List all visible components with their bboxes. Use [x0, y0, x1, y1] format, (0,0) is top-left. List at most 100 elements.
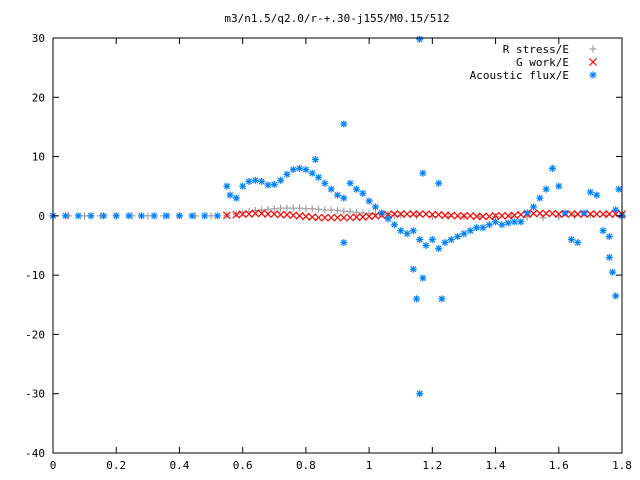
data-point — [612, 206, 620, 214]
data-point — [409, 265, 417, 273]
data-point — [574, 239, 582, 247]
data-point — [479, 224, 487, 232]
data-point — [365, 212, 374, 221]
data-point — [416, 236, 424, 244]
data-point — [308, 205, 316, 213]
data-point — [283, 170, 291, 178]
data-point — [542, 185, 550, 193]
data-point — [390, 221, 398, 229]
data-point — [314, 213, 323, 222]
x-tick-label: 1 — [366, 459, 373, 472]
data-point — [282, 210, 291, 219]
data-point — [438, 295, 446, 303]
data-point — [289, 204, 297, 212]
data-point — [315, 205, 323, 213]
data-point — [453, 211, 462, 220]
data-point — [201, 212, 209, 220]
data-point — [258, 177, 266, 185]
data-point — [434, 210, 443, 219]
data-point — [289, 166, 297, 174]
data-point — [605, 210, 614, 219]
data-point — [222, 211, 231, 220]
data-point — [352, 213, 361, 221]
data-point — [516, 210, 525, 219]
data-point — [517, 218, 525, 226]
data-point — [150, 212, 158, 220]
data-point — [466, 227, 474, 235]
data-point — [327, 206, 335, 214]
data-point — [422, 242, 430, 249]
data-point — [460, 230, 468, 238]
legend-marker — [589, 45, 597, 53]
data-point — [264, 205, 272, 213]
data-point — [435, 244, 443, 252]
y-tick-label: -40 — [25, 447, 45, 460]
data-point — [510, 211, 519, 220]
data-point — [447, 236, 455, 244]
data-point — [498, 221, 506, 229]
legend-label: R stress/E — [503, 43, 569, 56]
chart-title: m3/n1.5/q2.0/r-+.30-j155/M0.15/512 — [224, 12, 449, 25]
data-point — [296, 204, 304, 212]
data-point — [251, 176, 259, 184]
data-point — [264, 181, 272, 189]
data-point — [561, 209, 569, 217]
data-point — [609, 268, 617, 276]
data-point — [419, 274, 427, 282]
data-point — [340, 120, 348, 128]
data-point — [397, 227, 405, 235]
data-point — [473, 224, 481, 232]
data-point — [567, 210, 576, 219]
data-point — [226, 191, 234, 199]
data-point — [378, 209, 386, 217]
data-point — [188, 212, 196, 220]
data-point — [340, 207, 348, 215]
data-point — [504, 211, 513, 220]
x-tick-label: 1.6 — [549, 459, 569, 472]
data-point — [536, 194, 544, 202]
data-point — [478, 212, 487, 221]
data-point — [403, 210, 411, 219]
data-point — [441, 211, 449, 220]
data-point — [321, 179, 329, 187]
data-point — [213, 212, 221, 220]
data-point — [555, 182, 563, 190]
y-tick-label: 10 — [32, 151, 45, 164]
data-point — [74, 212, 82, 220]
data-point — [245, 210, 253, 219]
data-point — [295, 211, 304, 220]
data-point — [416, 390, 424, 398]
data-point — [270, 205, 278, 213]
data-point — [593, 191, 601, 199]
data-point — [573, 210, 582, 219]
data-point — [409, 210, 418, 219]
data-point — [497, 211, 506, 220]
data-point — [315, 173, 323, 181]
data-point — [340, 239, 348, 247]
data-point — [413, 295, 421, 303]
data-point — [554, 210, 563, 219]
data-point — [535, 209, 544, 218]
data-point — [302, 166, 310, 174]
y-tick-label: 0 — [38, 210, 45, 223]
data-point — [346, 179, 354, 187]
data-point — [390, 211, 398, 219]
data-point — [100, 212, 108, 220]
data-point — [340, 194, 348, 202]
data-point — [539, 214, 547, 222]
data-point — [308, 213, 317, 221]
data-point — [144, 212, 152, 220]
data-point — [258, 206, 266, 214]
data-point — [270, 210, 279, 219]
data-point — [548, 164, 556, 172]
data-point — [397, 211, 405, 219]
y-tick-label: 30 — [32, 32, 45, 45]
data-point — [301, 212, 310, 221]
y-tick-label: -10 — [25, 269, 45, 282]
data-point — [415, 210, 424, 219]
data-point — [441, 239, 449, 247]
data-point — [567, 236, 575, 244]
data-point — [163, 212, 171, 220]
data-point — [428, 210, 437, 219]
